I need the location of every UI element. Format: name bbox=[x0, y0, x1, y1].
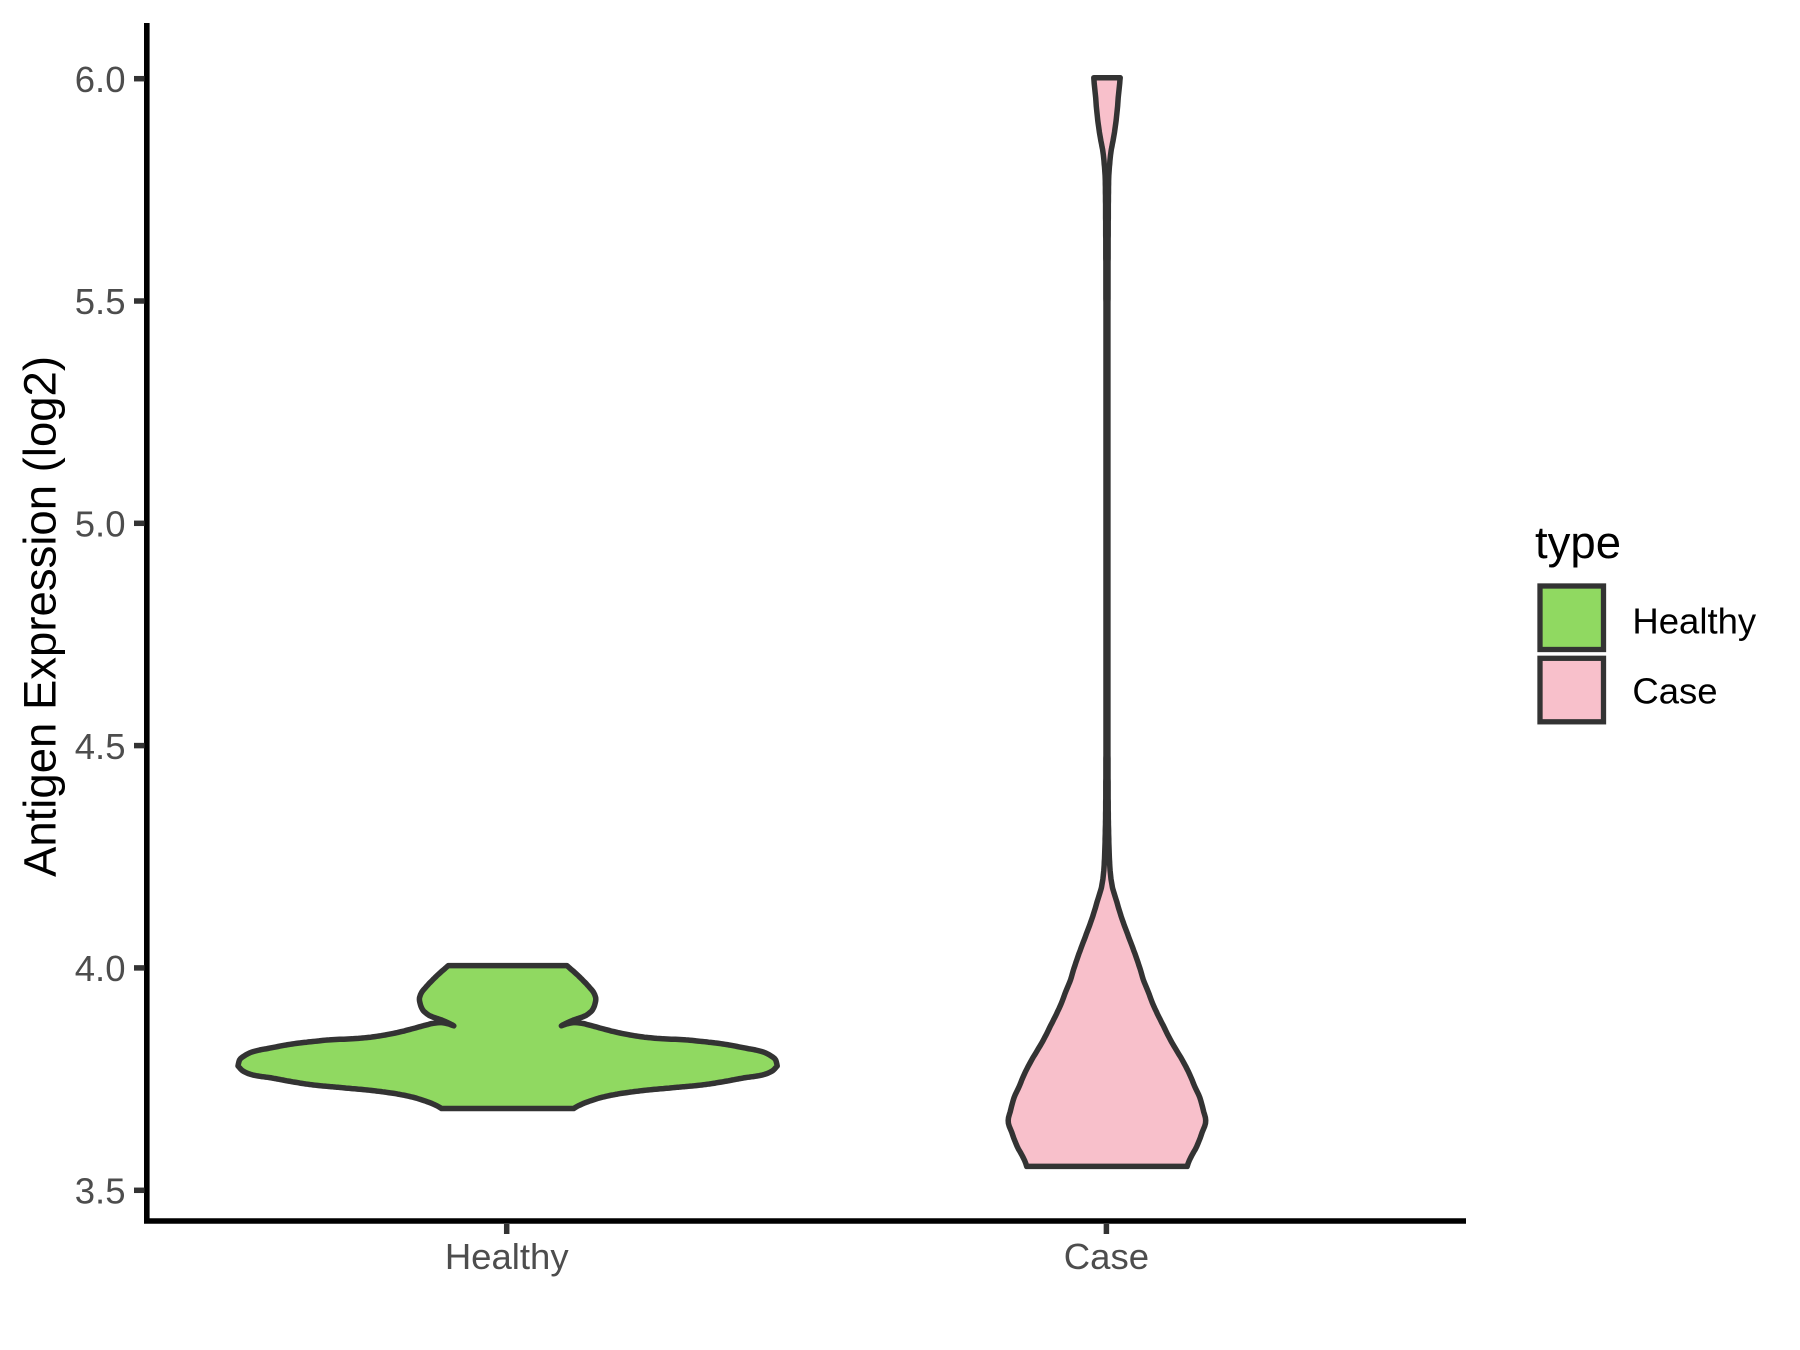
svg-text:Case: Case bbox=[1632, 670, 1717, 711]
svg-text:Healthy: Healthy bbox=[445, 1236, 570, 1277]
svg-text:Healthy: Healthy bbox=[1632, 601, 1757, 642]
svg-text:5.0: 5.0 bbox=[75, 504, 126, 545]
svg-text:Case: Case bbox=[1064, 1236, 1149, 1277]
svg-text:type: type bbox=[1535, 517, 1621, 568]
svg-text:Antigen Expression (log2): Antigen Expression (log2) bbox=[15, 356, 66, 877]
svg-text:3.5: 3.5 bbox=[75, 1171, 126, 1212]
svg-text:4.0: 4.0 bbox=[75, 948, 126, 989]
svg-text:4.5: 4.5 bbox=[75, 726, 126, 767]
svg-text:5.5: 5.5 bbox=[75, 281, 126, 322]
svg-text:6.0: 6.0 bbox=[75, 59, 126, 100]
